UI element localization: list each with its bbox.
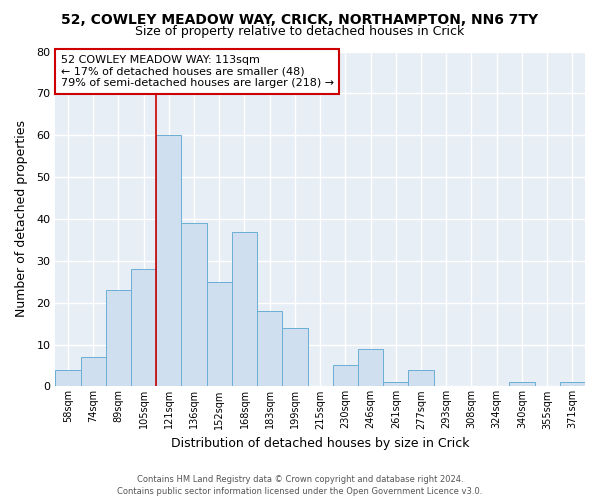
Bar (206, 282, 232, 387)
Bar (560, 382, 585, 386)
Text: 52, COWLEY MEADOW WAY, CRICK, NORTHAMPTON, NN6 7TY: 52, COWLEY MEADOW WAY, CRICK, NORTHAMPTO… (61, 12, 539, 26)
Bar (509, 382, 535, 386)
Text: Size of property relative to detached houses in Crick: Size of property relative to detached ho… (136, 25, 464, 38)
Bar (409, 370, 434, 386)
Text: Contains HM Land Registry data © Crown copyright and database right 2024.
Contai: Contains HM Land Registry data © Crown c… (118, 474, 482, 496)
Bar (131, 269, 156, 386)
Bar (232, 232, 257, 386)
Y-axis label: Number of detached properties: Number of detached properties (15, 120, 28, 318)
Bar (383, 382, 409, 386)
Bar (106, 290, 131, 386)
Text: 52 COWLEY MEADOW WAY: 113sqm
← 17% of detached houses are smaller (48)
79% of se: 52 COWLEY MEADOW WAY: 113sqm ← 17% of de… (61, 55, 334, 88)
Bar (80, 357, 106, 386)
Bar (333, 366, 358, 386)
Bar (257, 311, 283, 386)
Bar (181, 223, 206, 386)
Bar (358, 348, 383, 387)
Bar (156, 135, 181, 386)
X-axis label: Distribution of detached houses by size in Crick: Distribution of detached houses by size … (171, 437, 469, 450)
Bar (55, 370, 80, 386)
Bar (283, 328, 308, 386)
